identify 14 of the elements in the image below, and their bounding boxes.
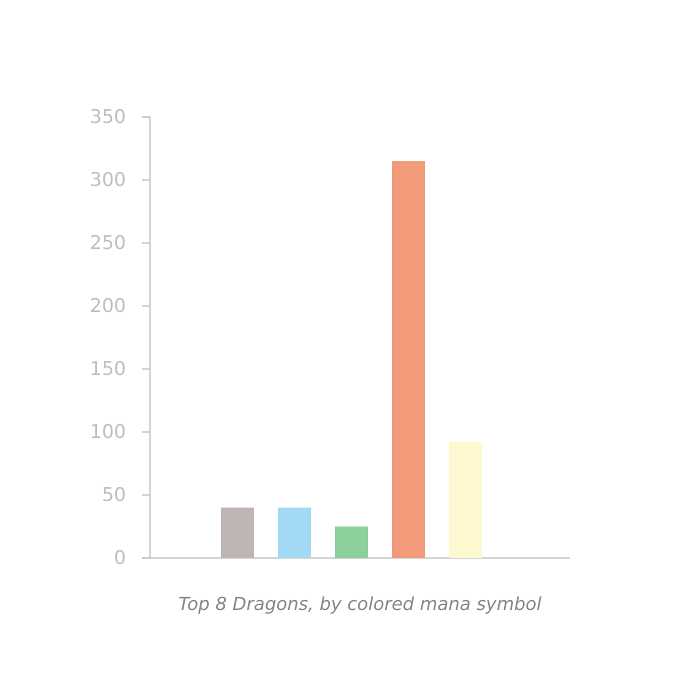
y-tick-label: 100 (90, 421, 126, 444)
bar (392, 161, 426, 558)
y-tick-label: 250 (90, 232, 126, 254)
y-tick-label: 50 (102, 484, 126, 506)
bar (220, 508, 254, 558)
bar (448, 442, 482, 558)
y-tick-label: 150 (90, 358, 126, 380)
y-tick-label: 350 (90, 106, 126, 128)
y-tick-label: 200 (90, 295, 126, 318)
bar (278, 508, 312, 558)
x-axis-title: Top 8 Dragons, by colored mana symbol (178, 594, 542, 615)
y-tick-label: 300 (90, 169, 126, 192)
bar (334, 526, 368, 558)
y-tick-label: 0 (114, 547, 126, 570)
